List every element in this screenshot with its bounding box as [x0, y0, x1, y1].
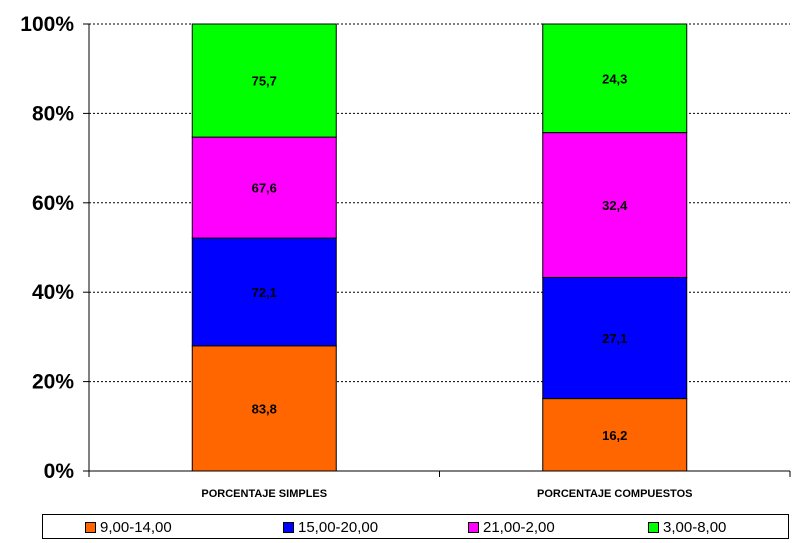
bars: 83,8 72,1 67,6 75,7 16,2 27,1 32,4 24,3: [191, 23, 688, 472]
legend-item: 3,00-8,00: [648, 519, 726, 536]
x-tick-label: PORCENTAJE SIMPLES: [201, 488, 327, 500]
bar-segment: [191, 23, 337, 138]
legend-item: 15,00-20,00: [283, 519, 378, 536]
bar-segment: [191, 237, 337, 347]
axes: 0% 20% 40% 60% 80% 100% PORCENTAJE SIMPLES PORC…: [20, 13, 791, 500]
data-label: 16,2: [602, 428, 627, 443]
legend-item: 21,00-2,00: [468, 519, 555, 536]
legend-swatch: [85, 522, 96, 533]
data-label: 83,8: [252, 401, 277, 416]
legend-swatch: [648, 522, 659, 533]
bar-segment: [542, 132, 688, 278]
bar-segment: [191, 136, 337, 239]
legend-label: 3,00-8,00: [663, 519, 727, 536]
data-label: 24,3: [602, 71, 627, 86]
data-label: 72,1: [252, 285, 277, 300]
y-tick-label: 100%: [20, 13, 74, 36]
data-label: 75,7: [252, 74, 277, 89]
y-tick-label: 20%: [32, 371, 74, 394]
y-tick-label: 0%: [44, 460, 75, 483]
bar-segment: [191, 345, 337, 472]
data-label: 27,1: [602, 331, 627, 346]
y-tick-label: 40%: [32, 281, 74, 304]
data-label: 32,4: [602, 198, 628, 213]
chart: 83,8 72,1 67,6 75,7 16,2 27,1 32,4 24,3 0% 20% 40…: [20, 13, 791, 500]
legend-swatch: [283, 522, 294, 533]
legend-label: 15,00-20,00: [298, 519, 379, 536]
legend-label: 9,00-14,00: [100, 519, 172, 536]
legend: 9,00-14,00 15,00-20,00 21,00-2,00 3,00-8…: [42, 514, 789, 539]
legend-item: 9,00-14,00: [85, 519, 172, 536]
y-tick-label: 60%: [32, 192, 74, 215]
bar-segment: [542, 23, 688, 134]
data-label: 67,6: [252, 181, 277, 196]
legend-swatch: [468, 522, 479, 533]
x-tick-label: PORCENTAJE COMPUESTOS: [537, 488, 692, 500]
legend-label: 21,00-2,00: [483, 519, 555, 536]
y-tick-label: 80%: [32, 102, 74, 125]
